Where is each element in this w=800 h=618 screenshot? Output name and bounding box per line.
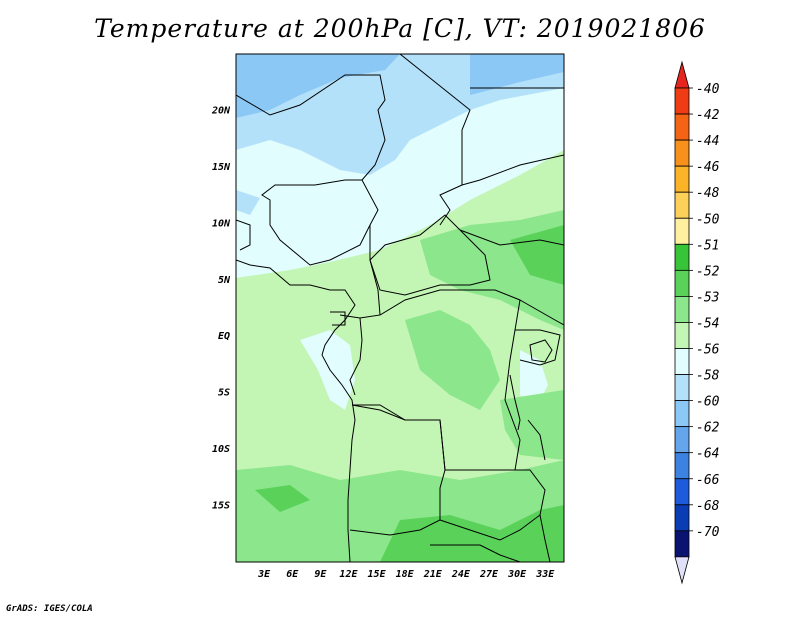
lat-tick-label: 5N [218,275,231,286]
colorbar-band [674,295,690,323]
border-nigeria [261,179,379,266]
colorbar-band [674,426,690,454]
lon-tick-label: 30E [507,569,527,580]
field-green-dark-south2 [255,485,310,512]
country-borders [236,54,564,562]
lon-tick-label: 24E [451,569,471,580]
border-east [461,154,564,186]
border-niger-chad [236,74,386,181]
border-southsudan [459,229,564,246]
colorbar-label: -64 [696,447,719,462]
border-west-small [236,219,251,251]
colorbar-label: -62 [696,421,720,436]
lat-tick-label: 10N [212,218,231,229]
temperature-field [236,54,564,562]
colorbar-band [674,217,690,245]
field-blue-mid-nw [236,54,400,118]
lon-tick-label: 6E [286,569,299,580]
colorbar-band [674,243,690,271]
colorbar-band [674,269,690,297]
colorbar-band [674,139,690,167]
colorbar-band [674,165,690,193]
colorbar-band [674,374,690,401]
longitude-labels: 3E 6E 9E 12E 15E 18E 21E 24E 27E 30E 33E [257,569,555,580]
colorbar-label: -48 [696,186,720,201]
latitude-labels: 20N 15N 10N 5N EQ 5S 10S 15S [211,105,231,511]
colorbar-label: -44 [696,134,719,149]
colorbar-label: -54 [696,316,719,331]
colorbar-band [674,87,690,115]
lat-tick-label: 15N [212,162,231,173]
colorbar: -40 -42 -44 -46 -48 -50 -51 -52 -53 -54 -56 -58 -60 -… [674,60,720,585]
colorbar-band [674,348,690,375]
colorbar-label: -46 [696,160,720,175]
colorbar-band [674,400,690,428]
border-car [369,214,491,296]
colorbar-band [674,322,690,349]
colorbar-band [674,191,690,219]
colorbar-label: -51 [696,238,719,253]
lat-tick-label: 10S [212,444,230,455]
lat-tick-label: 5S [218,388,230,399]
field-blue-mid-ne [470,54,564,95]
colorbar-bottom-arrow [674,556,690,585]
lon-tick-label: 12E [339,569,358,580]
lon-tick-label: 3E [257,569,271,580]
colorbar-label: -53 [696,290,719,305]
lat-tick-label: EQ [218,331,230,342]
border-uganda [515,329,561,366]
border-zambia [439,469,546,541]
colorbar-band [674,478,690,506]
lon-tick-label: 9E [314,569,327,580]
lon-tick-label: 33E [535,569,555,580]
colorbar-label: -70 [696,525,720,540]
colorbar-label: -42 [696,108,720,123]
lake-victoria [529,339,553,363]
border-cameroon [339,225,381,319]
border-mozambique [539,514,551,562]
border-congo [349,317,363,396]
field-green-dark-ne [510,225,564,285]
border-gabon [330,311,346,326]
lon-tick-label: 15E [368,569,387,580]
map-frame [235,53,565,563]
colorbar-top-arrow [674,60,690,89]
lon-tick-label: 21E [423,569,443,580]
border-lakes [509,374,546,461]
colorbar-label: -58 [696,369,720,384]
border-angola [349,404,446,536]
colorbar-band [674,530,690,558]
field-cyan-central [300,330,355,410]
colorbar-label: -52 [696,264,720,279]
grads-credit: GrADS: IGES/COLA [6,604,93,614]
lat-tick-label: 15S [212,501,230,512]
colorbar-label: -56 [696,343,720,358]
colorbar-label: -40 [696,82,720,97]
colorbar-band [674,504,690,532]
field-green-dark-se [380,505,564,562]
border-southern [430,544,521,562]
field-green-mid-central [405,310,500,410]
field-blue-west [236,190,260,215]
colorbar-label: -66 [696,473,720,488]
chart-title: Temperature at 200hPa [C], VT: 201902180… [94,14,706,43]
coastline-west-africa [236,259,356,562]
lon-tick-label: 18E [396,569,415,580]
colorbar-label: -68 [696,499,720,514]
colorbar-label: -50 [696,212,720,227]
border-tanzania [519,299,564,326]
lat-tick-label: 20N [211,105,231,116]
colorbar-band [674,452,690,480]
colorbar-band [674,113,690,141]
lon-tick-label: 27E [479,569,499,580]
colorbar-label: -60 [696,395,720,410]
